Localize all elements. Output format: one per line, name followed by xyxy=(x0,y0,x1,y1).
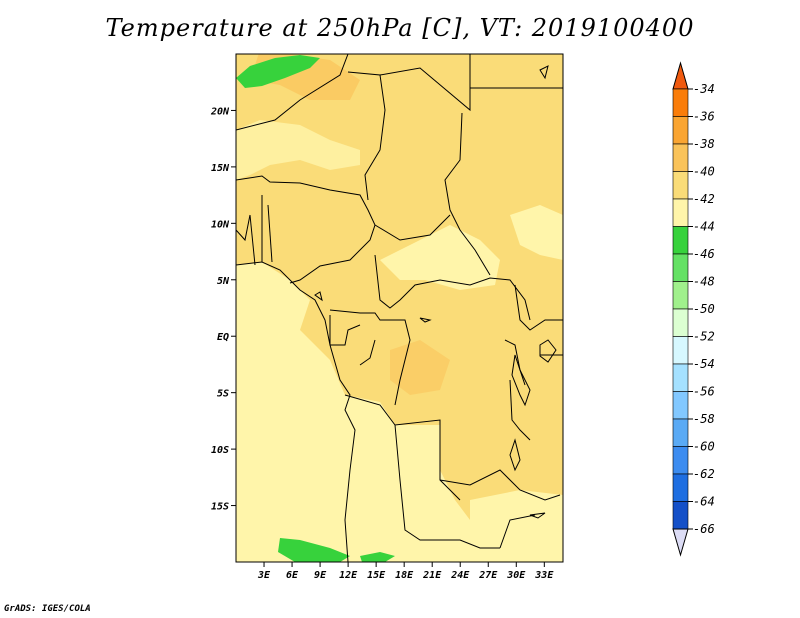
colorbar-swatch xyxy=(672,446,689,475)
credit-text: GrADS: IGES/COLA xyxy=(4,604,91,614)
colorbar-swatch xyxy=(672,308,689,337)
lon-tick-label: 27E xyxy=(478,570,498,581)
longitude-ticks: 3E 6E 9E 12E 15E 18E 21E 24E 27E 30E 33E xyxy=(257,562,554,581)
temp-field-light-north xyxy=(236,120,360,180)
colorbar-label: -36 xyxy=(693,110,715,124)
colorbar-label: -56 xyxy=(693,385,715,399)
colorbar-label: -46 xyxy=(693,247,715,261)
colorbar-swatch xyxy=(672,363,689,392)
temp-field-dark-2 xyxy=(390,340,450,395)
lat-tick-label: 5N xyxy=(217,276,230,287)
temp-field-light-west xyxy=(236,262,470,562)
colorbar-label: -54 xyxy=(693,357,715,371)
colorbar-label: -52 xyxy=(693,330,715,344)
colorbar-swatch xyxy=(672,501,689,530)
cold-patch-sw xyxy=(278,538,350,562)
lat-tick-label: 10S xyxy=(211,445,229,456)
lon-tick-label: 9E xyxy=(314,570,327,581)
map-frame xyxy=(235,53,564,563)
lon-tick-label: 3E xyxy=(257,570,271,581)
lakes xyxy=(314,65,557,519)
lon-tick-label: 33E xyxy=(534,570,554,581)
temp-field-light-central xyxy=(380,225,500,290)
colorbar-label: -58 xyxy=(693,412,715,426)
lon-tick-label: 15E xyxy=(367,570,386,581)
colorbar-label: -34 xyxy=(693,82,715,96)
colorbar-label: -38 xyxy=(693,137,715,151)
colorbar-swatch xyxy=(672,88,689,117)
colorbar-swatch xyxy=(672,143,689,172)
cold-patch-s xyxy=(360,552,395,562)
colorbar-label: -50 xyxy=(693,302,715,316)
map-area xyxy=(236,54,563,562)
lat-tick-label: EQ xyxy=(217,332,229,343)
colorbar-swatch xyxy=(672,336,689,365)
map-title: Temperature at 250hPa [C], VT: 201910040… xyxy=(105,14,695,42)
temp-field-light-se xyxy=(470,490,563,562)
lat-tick-label: 10N xyxy=(211,219,230,230)
colorbar-swatch xyxy=(672,281,689,310)
colorbar-swatch xyxy=(672,253,689,282)
colorbar-swatch xyxy=(672,473,689,502)
colorbar-label: -62 xyxy=(693,467,715,481)
colorbar: -34 -36 -38 -40 -42 -44 -46 -48 -50 -52 -54 -56 -58 -… xyxy=(672,61,715,557)
lat-tick-label: 15S xyxy=(211,502,229,513)
colorbar-label: -40 xyxy=(693,165,715,179)
colorbar-label: -42 xyxy=(693,192,715,206)
lat-tick-label: 5S xyxy=(217,389,229,400)
cold-patch-nw xyxy=(236,55,320,88)
colorbar-swatch xyxy=(672,198,689,227)
colorbar-swatch xyxy=(672,418,689,447)
lon-tick-label: 21E xyxy=(422,570,442,581)
lon-tick-label: 6E xyxy=(286,570,299,581)
colorbar-bottom-triangle xyxy=(672,528,689,557)
latitude-ticks: 20N 15N 10N 5N EQ 5S 10S 15S xyxy=(210,106,236,513)
lat-tick-label: 20N xyxy=(210,106,230,117)
colorbar-swatch xyxy=(672,226,689,255)
colorbar-swatch xyxy=(672,116,689,145)
lon-tick-label: 18E xyxy=(395,570,414,581)
temp-field-light-east xyxy=(510,205,563,260)
colorbar-label: -66 xyxy=(693,522,715,536)
lon-tick-label: 24E xyxy=(450,570,470,581)
colorbar-label: -60 xyxy=(693,440,715,454)
colorbar-label: -44 xyxy=(693,220,715,234)
colorbar-swatch xyxy=(672,171,689,200)
lon-tick-label: 12E xyxy=(339,570,358,581)
colorbar-label: -48 xyxy=(693,275,715,289)
country-borders xyxy=(236,54,563,562)
colorbar-top-triangle xyxy=(672,61,689,90)
colorbar-swatch xyxy=(672,391,689,420)
lon-tick-label: 30E xyxy=(506,570,526,581)
colorbar-label: -64 xyxy=(693,495,715,509)
lat-tick-label: 15N xyxy=(211,163,230,174)
